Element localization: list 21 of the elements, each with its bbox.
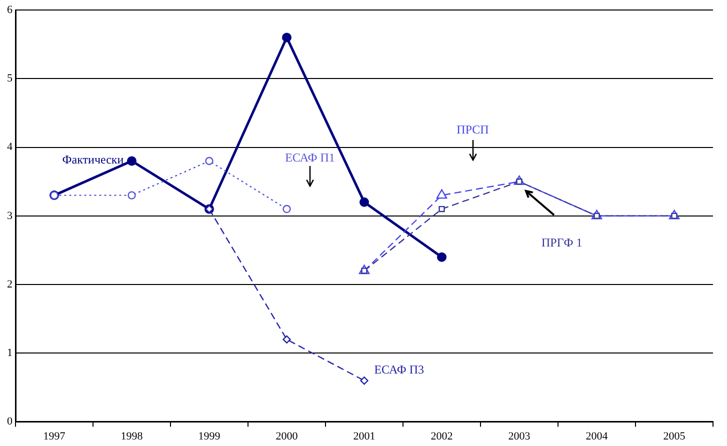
x-tick-label: 1997 [43,430,66,442]
x-tick-label: 1999 [198,430,221,442]
x-tick-label: 2005 [663,430,686,442]
series-label: ЕСАФ П3 [374,362,424,378]
text: ПРСП [456,122,489,138]
y-tick-label: 5 [7,72,13,85]
text: ЕСАФ П1 [285,150,335,166]
x-tick-label: 1998 [120,430,144,442]
y-tick-label: 3 [7,210,13,222]
y-tick-label: 0 [7,416,13,428]
series-label: ПРГФ 1 [541,236,582,251]
y-tick-label: 6 [7,4,13,16]
y-tick-label: 1 [7,347,12,360]
x-tick-label: 2001 [353,430,376,442]
series-label: Фактически [62,152,124,168]
y-tick-label: 2 [7,278,12,290]
x-tick-label: 2003 [508,430,531,442]
x-tick-label: 2000 [276,430,298,442]
y-tick-label: 4 [7,141,13,154]
x-tick-label: 2002 [430,430,453,442]
x-tick-label: 2004 [586,430,608,442]
